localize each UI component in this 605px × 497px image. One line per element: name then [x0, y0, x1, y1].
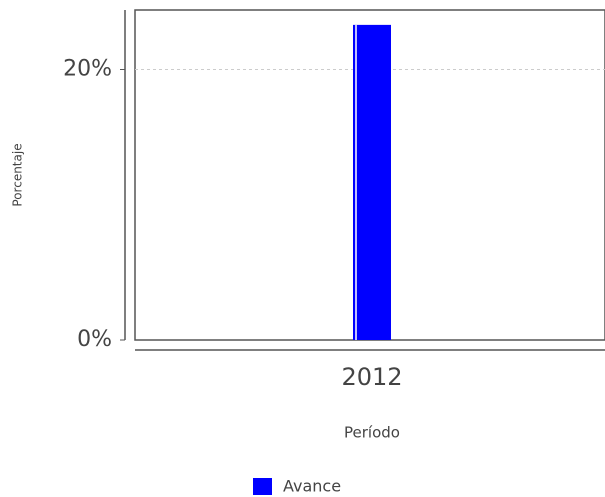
legend-swatch [253, 478, 272, 495]
x-axis-title: Período [344, 424, 400, 442]
x-tick-label: 2012 [341, 363, 402, 391]
y-tick-label: 0% [77, 327, 112, 352]
legend-label: Avance [283, 477, 341, 496]
bar [353, 24, 391, 341]
y-axis-title: Porcentaje [11, 143, 25, 206]
y-tick-label: 20% [63, 57, 112, 82]
